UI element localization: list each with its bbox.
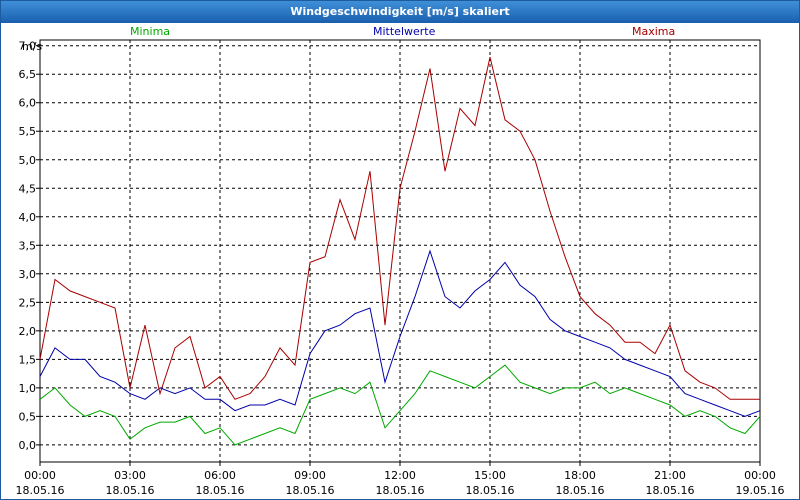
grid-lines (40, 40, 760, 462)
legend-mittelwerte: Mittelwerte (373, 25, 436, 38)
x-tick-time: 18:00 (564, 469, 596, 482)
x-tick-time: 06:00 (204, 469, 236, 482)
series-lines (39, 56, 761, 446)
y-axis-label: m/s (22, 40, 42, 53)
x-axis-ticks: 00:00 18.05.16 03:00 18.05.16 06:00 18.05.16 0… (16, 462, 785, 497)
y-tick-label: 6,0 (19, 97, 37, 110)
y-tick-label: 0,5 (19, 410, 37, 423)
x-tick-date: 18.05.16 (376, 484, 425, 497)
y-tick-label: 0,0 (19, 439, 37, 452)
y-tick-label: 4,0 (19, 211, 37, 224)
x-tick-time: 03:00 (114, 469, 146, 482)
x-tick-date: 18.05.16 (556, 484, 605, 497)
x-tick-time: 00:00 (744, 469, 776, 482)
x-tick-time: 21:00 (654, 469, 686, 482)
x-tick-time: 00:00 (24, 469, 56, 482)
x-tick-date: 18.05.16 (16, 484, 65, 497)
y-tick-label: 5,5 (19, 125, 37, 138)
series-mittelwerte-line (39, 249, 761, 417)
x-tick-date: 18.05.16 (106, 484, 155, 497)
x-tick-time: 09:00 (294, 469, 326, 482)
y-axis-ticks: 0,0 0,5 1,0 1,5 2,0 2,5 3,0 3,5 4,0 4,5 5,0 5,5 6,0 6… (19, 40, 40, 452)
y-tick-label: 7,0 (19, 40, 37, 53)
x-tick-date: 19.05.16 (736, 484, 785, 497)
series-maxima-line (39, 56, 760, 400)
y-tick-label: 1,5 (19, 353, 37, 366)
y-tick-label: 3,5 (19, 239, 37, 252)
series-minima-line (39, 364, 761, 446)
y-tick-label: 1,0 (19, 382, 37, 395)
y-tick-label: 6,5 (19, 68, 37, 81)
x-tick-date: 18.05.16 (286, 484, 335, 497)
y-tick-label: 2,0 (19, 325, 37, 338)
legend-maxima: Maxima (632, 25, 675, 38)
x-tick-date: 18.05.16 (196, 484, 245, 497)
y-tick-label: 3,0 (19, 268, 37, 281)
y-tick-label: 5,0 (19, 154, 37, 167)
x-tick-time: 12:00 (384, 469, 416, 482)
x-tick-date: 18.05.16 (646, 484, 695, 497)
title-bar (1, 1, 799, 23)
x-tick-date: 18.05.16 (466, 484, 515, 497)
chart-title: Windgeschwindigkeit [m/s] skaliert (290, 5, 510, 18)
legend-minima: Minima (130, 25, 170, 38)
y-tick-label: 2,5 (19, 296, 37, 309)
y-tick-label: 4,5 (19, 182, 37, 195)
x-tick-time: 15:00 (474, 469, 506, 482)
